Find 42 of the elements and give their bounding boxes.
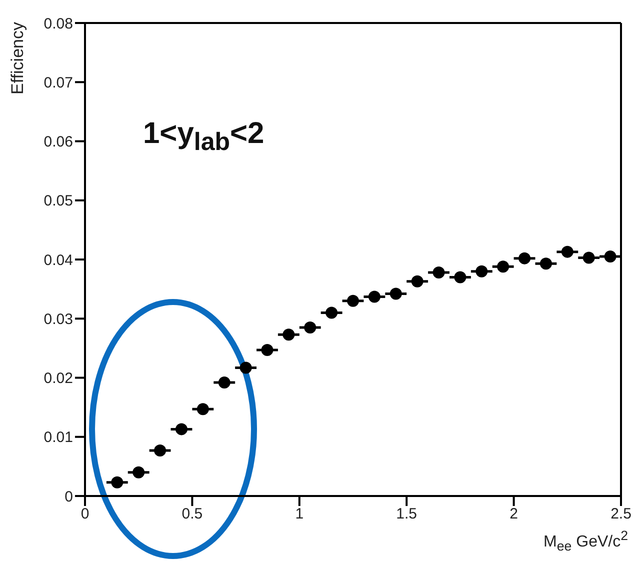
x-tick-label: 2.5: [610, 506, 632, 523]
y-tick-label: 0.06: [44, 134, 73, 151]
y-axis-title: Efficiency: [8, 22, 28, 94]
point: [175, 423, 188, 436]
point: [111, 476, 124, 488]
y-tick-label: 0.04: [44, 252, 73, 269]
point: [518, 252, 531, 264]
x-axis-title: M$_{ee}$ GeV/c$^{2}$: [544, 528, 628, 554]
point: [282, 328, 295, 341]
point: [604, 250, 616, 263]
point: [540, 258, 552, 270]
point: [476, 265, 488, 278]
x-tick-label: 0: [80, 506, 90, 523]
x-tick-label: 1.5: [396, 506, 418, 523]
x-tick-label: 2: [510, 506, 518, 523]
annotation: 1<y$_{lab}$<2: [143, 117, 264, 157]
y-tick-label: 0.01: [44, 429, 73, 446]
point: [582, 252, 595, 264]
point: [218, 376, 230, 388]
x-tick-label: 1: [295, 506, 304, 523]
point: [454, 271, 466, 284]
point: [132, 466, 145, 478]
point: [304, 321, 316, 334]
x-tick-label: 0.5: [182, 506, 203, 523]
point: [154, 444, 166, 456]
y-tick-label: 0: [64, 488, 73, 506]
point: [411, 275, 424, 288]
point: [261, 344, 274, 356]
y-tick-label: 0.05: [44, 192, 73, 210]
point: [368, 290, 380, 303]
point: [196, 403, 209, 416]
y-tick-label: 0.03: [44, 310, 73, 328]
point: [326, 306, 338, 319]
point: [390, 288, 402, 300]
point: [432, 266, 445, 279]
point: [497, 260, 510, 273]
y-tick-label: 0.07: [44, 74, 73, 92]
y-tick-label: 0.02: [44, 370, 73, 388]
y-tick-label: 0.08: [44, 15, 73, 32]
point: [240, 362, 252, 374]
point: [347, 294, 359, 307]
point: [561, 246, 574, 258]
